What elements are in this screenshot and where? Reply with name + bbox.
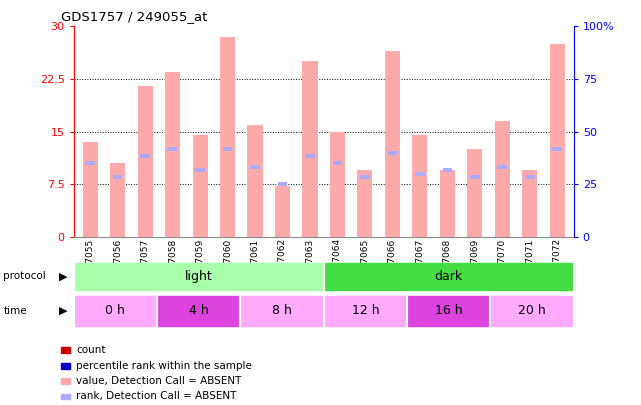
Bar: [140, 154, 150, 158]
Text: 16 h: 16 h: [435, 304, 463, 318]
Text: GDS1757 / 249055_at: GDS1757 / 249055_at: [61, 10, 207, 23]
Bar: [165, 72, 180, 237]
Bar: [470, 175, 479, 179]
Text: light: light: [185, 270, 213, 283]
Bar: [495, 121, 510, 237]
Bar: [333, 161, 342, 165]
Text: 0 h: 0 h: [105, 304, 126, 318]
Text: count: count: [76, 345, 106, 355]
Bar: [138, 86, 153, 237]
Text: protocol: protocol: [3, 271, 46, 281]
Bar: [497, 165, 507, 168]
Bar: [192, 135, 208, 237]
Bar: [83, 142, 98, 237]
Bar: [553, 147, 562, 151]
Text: ▶: ▶: [59, 306, 67, 316]
Text: 20 h: 20 h: [518, 304, 546, 318]
Bar: [305, 154, 315, 158]
Bar: [113, 175, 122, 179]
Text: ▶: ▶: [59, 271, 67, 281]
Text: value, Detection Call = ABSENT: value, Detection Call = ABSENT: [76, 376, 242, 386]
Bar: [168, 147, 178, 151]
Bar: [525, 175, 535, 179]
Bar: [278, 182, 287, 186]
Text: 4 h: 4 h: [189, 304, 208, 318]
Bar: [467, 149, 482, 237]
Bar: [550, 44, 565, 237]
Text: dark: dark: [435, 270, 463, 283]
Bar: [388, 151, 397, 155]
Text: percentile rank within the sample: percentile rank within the sample: [76, 361, 252, 371]
Bar: [223, 147, 232, 151]
Bar: [385, 51, 400, 237]
Bar: [303, 62, 317, 237]
Bar: [220, 37, 235, 237]
Bar: [360, 175, 370, 179]
Text: time: time: [3, 306, 27, 316]
Bar: [330, 132, 345, 237]
Bar: [442, 168, 452, 172]
Bar: [85, 161, 95, 165]
Bar: [440, 170, 455, 237]
Bar: [110, 163, 125, 237]
Text: 12 h: 12 h: [351, 304, 379, 318]
Bar: [247, 125, 263, 237]
Bar: [415, 172, 424, 176]
Text: 8 h: 8 h: [272, 304, 292, 318]
Bar: [275, 186, 290, 237]
Bar: [358, 170, 372, 237]
Bar: [250, 165, 260, 168]
Text: rank, Detection Call = ABSENT: rank, Detection Call = ABSENT: [76, 392, 237, 401]
Bar: [522, 170, 537, 237]
Bar: [412, 135, 428, 237]
Bar: [196, 168, 205, 172]
